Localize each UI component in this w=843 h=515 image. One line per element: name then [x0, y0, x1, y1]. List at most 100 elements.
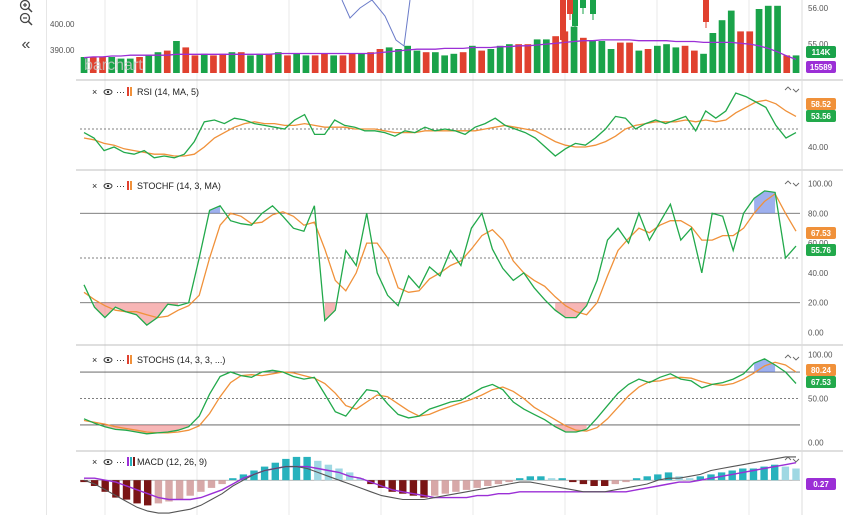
volume-bar [228, 52, 236, 73]
color-swatch [127, 457, 129, 466]
volume-bar [764, 5, 772, 73]
chevron-down-icon [792, 88, 800, 93]
price-tick-label: 400.00 [50, 20, 75, 29]
zoom-out-icon[interactable] [14, 7, 38, 31]
macd-histogram-bar [484, 480, 492, 486]
stoch-tick-label: 0.00 [808, 439, 824, 448]
rsi-line [83, 92, 797, 159]
volume-bar [376, 49, 384, 73]
eye-shape [103, 357, 113, 363]
volume-bar [561, 31, 569, 73]
volume-bar [274, 52, 282, 73]
volume-bar [459, 52, 467, 73]
more-icon: ··· [116, 457, 125, 467]
volume-bar [339, 55, 347, 73]
value-badge-text: 15589 [810, 63, 833, 72]
macd-histogram-bar [494, 480, 503, 485]
value-badge-text: 67.53 [811, 229, 832, 238]
volume-bar [746, 31, 754, 73]
close-icon: × [92, 457, 97, 467]
volume-bar [367, 52, 374, 73]
volume-bar [672, 47, 680, 73]
volume-bar [663, 44, 670, 73]
volume-bar [200, 53, 208, 73]
volume-bar [691, 50, 698, 73]
stoch-tick-label: 60.00 [808, 239, 829, 248]
macd-signal-line [84, 462, 797, 501]
value-badge-text: 58.52 [811, 100, 832, 109]
macd-histogram-bar [654, 474, 662, 481]
volume-bar [598, 41, 606, 73]
macd-histogram-bar [260, 466, 269, 481]
volume-bar [311, 55, 319, 73]
macd-histogram-bar [516, 478, 524, 481]
value-badge-bg [806, 478, 836, 490]
volume-bar [450, 53, 458, 73]
macd-histogram-bar [622, 480, 630, 483]
value-badge-text: 114K [812, 48, 831, 57]
volume-bar [154, 52, 162, 73]
eye-pupil [106, 358, 110, 362]
macd-histogram-bar [101, 480, 109, 492]
macd-histogram-bar [792, 468, 800, 481]
rsi-ma-line [83, 99, 797, 157]
color-swatch [133, 457, 135, 466]
more-icon: ··· [116, 355, 125, 365]
volume-bar [709, 33, 717, 73]
color-swatch [130, 457, 132, 466]
volume-bar [80, 57, 88, 73]
close-icon: × [92, 181, 97, 191]
eye-icon [103, 357, 113, 363]
macd-histogram-bar [175, 480, 184, 500]
macd-pane: × ··· MACD (12, 26, 9) 0.27 [80, 456, 836, 514]
macd-histogram-bar [271, 462, 279, 481]
candle-body [567, 0, 573, 14]
macd-line [83, 456, 796, 514]
macd-histogram-bar [356, 478, 364, 481]
volume-bar [321, 53, 328, 73]
stoch-tick-label: 100.00 [808, 350, 833, 359]
candle-body [560, 0, 566, 40]
color-swatch [130, 355, 132, 364]
macd-histogram-bar [186, 480, 194, 496]
volume-bar [99, 57, 106, 73]
volume-bar [145, 55, 153, 73]
rsi-tick-label: 40.00 [808, 143, 829, 152]
volume-bar [247, 55, 254, 73]
price-line [341, 0, 411, 47]
value-badge-bg [806, 364, 836, 376]
macd-histogram-bar [80, 480, 88, 483]
stoch-tick-label: 0.00 [808, 329, 824, 338]
double-chevron-left-icon[interactable]: « [21, 36, 31, 53]
macd-histogram-bar [728, 470, 736, 481]
macd-histogram-bar [547, 478, 556, 481]
volume-bar [432, 52, 439, 73]
value-badge-text: 0.27 [813, 480, 829, 489]
stoch-tick-label: 40.00 [808, 269, 829, 278]
candle-body [580, 0, 586, 8]
macd-histogram-bar [569, 480, 577, 483]
macd-histogram-bar [452, 480, 460, 492]
stoch-k-line [83, 358, 797, 435]
macd-histogram-bar [686, 478, 694, 481]
volume-bar [404, 45, 411, 73]
high-zone-fill [209, 205, 221, 214]
eye-icon [103, 459, 113, 465]
value-badge: 53.56 [806, 110, 836, 122]
value-badge: 55.76 [806, 244, 836, 256]
volume-bar [265, 53, 273, 73]
macd-histogram-bar [632, 478, 641, 481]
macd-histogram-bar [781, 466, 790, 481]
macd-histogram-bar [335, 468, 343, 481]
macd-histogram-bar [590, 480, 598, 486]
volume-bar [219, 53, 227, 73]
color-swatch [127, 87, 129, 96]
candle-body [703, 0, 709, 22]
chevron-up-icon [784, 354, 792, 359]
value-badge-bg [806, 110, 836, 122]
zoom-in-icon[interactable] [14, 0, 38, 18]
volume-bar [173, 41, 180, 73]
watermark-logo: barchart [84, 57, 143, 74]
